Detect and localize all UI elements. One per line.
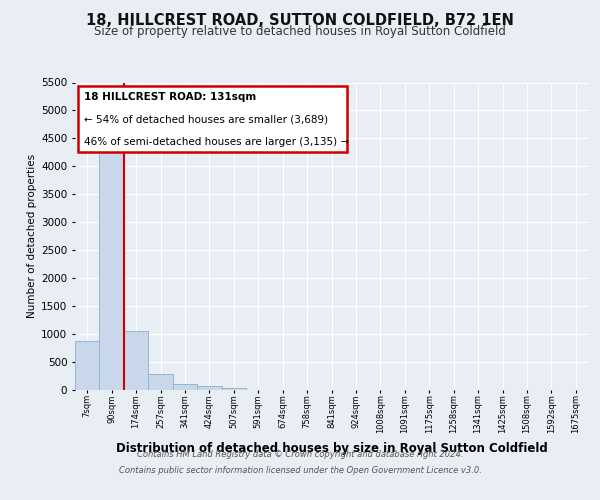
X-axis label: Distribution of detached houses by size in Royal Sutton Coldfield: Distribution of detached houses by size …: [116, 442, 547, 454]
Text: Size of property relative to detached houses in Royal Sutton Coldfield: Size of property relative to detached ho…: [94, 25, 506, 38]
FancyBboxPatch shape: [77, 86, 347, 152]
Text: 46% of semi-detached houses are larger (3,135) →: 46% of semi-detached houses are larger (…: [84, 136, 349, 146]
Bar: [75, 341, 100, 390]
Y-axis label: Number of detached properties: Number of detached properties: [27, 154, 37, 318]
Text: Contains public sector information licensed under the Open Government Licence v3: Contains public sector information licen…: [119, 466, 481, 475]
Bar: [173, 384, 197, 390]
Bar: [124, 330, 148, 390]
Text: 18, HILLCREST ROAD, SUTTON COLDFIELD, B72 1EN: 18, HILLCREST ROAD, SUTTON COLDFIELD, B7…: [86, 13, 514, 28]
Bar: [221, 388, 246, 390]
Bar: [197, 386, 221, 390]
Bar: [100, 135, 124, 390]
Text: 18 HILLCREST ROAD: 131sqm: 18 HILLCREST ROAD: 131sqm: [84, 92, 256, 102]
Text: ← 54% of detached houses are smaller (3,689): ← 54% of detached houses are smaller (3,…: [84, 114, 328, 124]
Text: Contains HM Land Registry data © Crown copyright and database right 2024.: Contains HM Land Registry data © Crown c…: [137, 450, 463, 459]
Bar: [148, 374, 173, 390]
